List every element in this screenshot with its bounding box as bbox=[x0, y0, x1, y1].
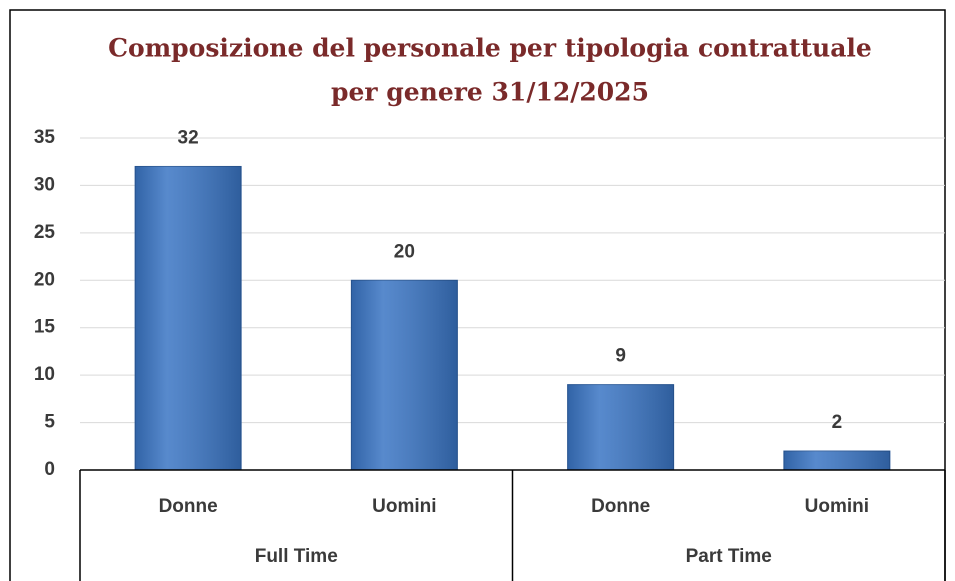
y-tick-label: 20 bbox=[34, 269, 55, 290]
chart-title: Composizione del personale per tipologia… bbox=[108, 34, 872, 63]
x-tick-label: Uomini bbox=[805, 496, 869, 517]
y-tick-label: 25 bbox=[34, 222, 56, 243]
y-tick-label: 15 bbox=[34, 317, 56, 338]
y-tick-label: 35 bbox=[34, 127, 56, 148]
x-tick-label: Uomini bbox=[372, 496, 436, 517]
bar-shade bbox=[135, 166, 242, 470]
data-label: 32 bbox=[178, 127, 199, 148]
x-tick-label: Donne bbox=[159, 496, 218, 517]
y-tick-label: 10 bbox=[34, 364, 55, 385]
y-tick-label: 0 bbox=[44, 459, 55, 480]
chart-border bbox=[9, 9, 946, 581]
data-label: 20 bbox=[394, 241, 415, 262]
bar-shade bbox=[351, 280, 458, 470]
group-label: Full Time bbox=[255, 546, 338, 567]
y-tick-label: 5 bbox=[44, 412, 55, 433]
bar-shade bbox=[567, 384, 674, 470]
bar-shade bbox=[783, 451, 890, 470]
group-label: Part Time bbox=[686, 546, 772, 567]
x-tick-label: Donne bbox=[591, 496, 650, 517]
y-tick-label: 30 bbox=[34, 174, 55, 195]
data-label: 9 bbox=[615, 346, 626, 367]
chart-title: per genere 31/12/2025 bbox=[331, 78, 649, 107]
data-label: 2 bbox=[832, 412, 843, 433]
